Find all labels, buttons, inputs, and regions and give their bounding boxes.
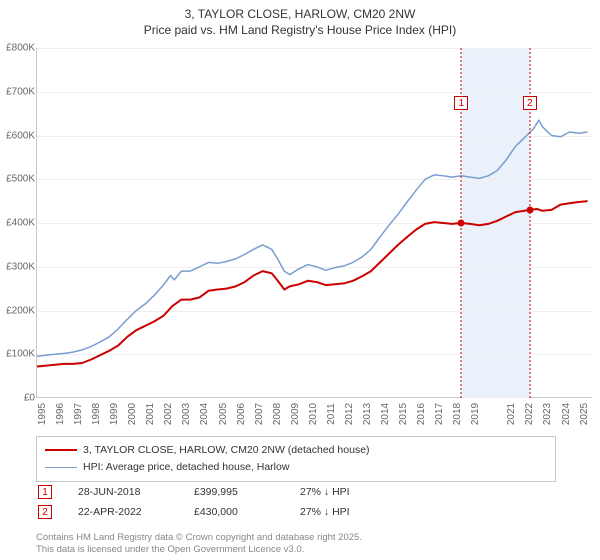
tx-index: 2: [38, 505, 52, 519]
x-tick-label: 2007: [254, 403, 265, 425]
tx-price: £430,000: [194, 506, 274, 518]
chart-title: 3, TAYLOR CLOSE, HARLOW, CM20 2NW Price …: [0, 0, 600, 38]
gridline: [37, 136, 593, 137]
y-tick-label: £0: [1, 393, 35, 404]
x-tick-label: 2025: [579, 403, 590, 425]
y-tick-label: £600K: [1, 130, 35, 141]
y-tick-label: £800K: [1, 43, 35, 54]
x-tick-label: 2009: [290, 403, 301, 425]
x-tick-label: 2024: [561, 403, 572, 425]
x-tick-label: 2014: [380, 403, 391, 425]
transaction-row: 2 22-APR-2022 £430,000 27% ↓ HPI: [36, 502, 556, 522]
x-tick-label: 1998: [91, 403, 102, 425]
footer-attribution: Contains HM Land Registry data © Crown c…: [36, 532, 362, 556]
y-tick-label: £100K: [1, 349, 35, 360]
footer-line2: This data is licensed under the Open Gov…: [36, 544, 362, 556]
plot-area: 12 £0£100K£200K£300K£400K£500K£600K£700K…: [36, 48, 592, 398]
x-tick-label: 2015: [398, 403, 409, 425]
legend-item: 3, TAYLOR CLOSE, HARLOW, CM20 2NW (detac…: [45, 442, 547, 459]
x-tick-label: 1995: [37, 403, 48, 425]
x-tick-label: 2016: [416, 403, 427, 425]
legend-label: 3, TAYLOR CLOSE, HARLOW, CM20 2NW (detac…: [83, 442, 370, 459]
gridline: [37, 267, 593, 268]
x-tick-label: 2004: [199, 403, 210, 425]
y-tick-label: £500K: [1, 174, 35, 185]
marker-label: 2: [523, 96, 537, 110]
gridline: [37, 179, 593, 180]
x-tick-label: 2006: [236, 403, 247, 425]
footer-line1: Contains HM Land Registry data © Crown c…: [36, 532, 362, 544]
tx-index: 1: [38, 485, 52, 499]
x-tick-label: 1999: [109, 403, 120, 425]
y-tick-label: £700K: [1, 86, 35, 97]
tx-pct: 27% ↓ HPI: [300, 506, 390, 518]
legend-box: 3, TAYLOR CLOSE, HARLOW, CM20 2NW (detac…: [36, 436, 556, 482]
gridline: [37, 48, 593, 49]
y-tick-label: £300K: [1, 261, 35, 272]
legend-swatch: [45, 449, 77, 451]
x-tick-label: 2000: [127, 403, 138, 425]
x-tick-label: 2005: [218, 403, 229, 425]
x-tick-label: 2023: [542, 403, 553, 425]
x-tick-label: 2001: [145, 403, 156, 425]
title-address: 3, TAYLOR CLOSE, HARLOW, CM20 2NW: [0, 6, 600, 22]
gridline: [37, 354, 593, 355]
x-tick-label: 2013: [362, 403, 373, 425]
y-tick-label: £400K: [1, 218, 35, 229]
x-tick-label: 2011: [326, 403, 337, 425]
y-tick-label: £200K: [1, 305, 35, 316]
x-tick-label: 2010: [308, 403, 319, 425]
x-tick-label: 2018: [452, 403, 463, 425]
title-subtitle: Price paid vs. HM Land Registry's House …: [0, 22, 600, 38]
x-tick-label: 2017: [434, 403, 445, 425]
x-tick-label: 1997: [73, 403, 84, 425]
tx-date: 22-APR-2022: [78, 506, 168, 518]
legend-label: HPI: Average price, detached house, Harl…: [83, 459, 289, 476]
x-tick-label: 2002: [163, 403, 174, 425]
tx-price: £399,995: [194, 486, 274, 498]
data-point: [526, 206, 533, 213]
legend-item: HPI: Average price, detached house, Harl…: [45, 459, 547, 476]
legend: 3, TAYLOR CLOSE, HARLOW, CM20 2NW (detac…: [36, 436, 556, 522]
gridline: [37, 223, 593, 224]
x-tick-label: 2021: [506, 403, 517, 425]
x-tick-label: 2022: [524, 403, 535, 425]
transaction-row: 1 28-JUN-2018 £399,995 27% ↓ HPI: [36, 482, 556, 502]
x-tick-label: 1996: [55, 403, 66, 425]
gridline: [37, 92, 593, 93]
x-tick-label: 2019: [470, 403, 481, 425]
marker-label: 1: [454, 96, 468, 110]
tx-pct: 27% ↓ HPI: [300, 486, 390, 498]
x-tick-label: 2012: [344, 403, 355, 425]
x-tick-label: 2008: [272, 403, 283, 425]
x-tick-label: 2003: [181, 403, 192, 425]
gridline: [37, 311, 593, 312]
data-point: [458, 220, 465, 227]
legend-swatch: [45, 467, 77, 468]
tx-date: 28-JUN-2018: [78, 486, 168, 498]
